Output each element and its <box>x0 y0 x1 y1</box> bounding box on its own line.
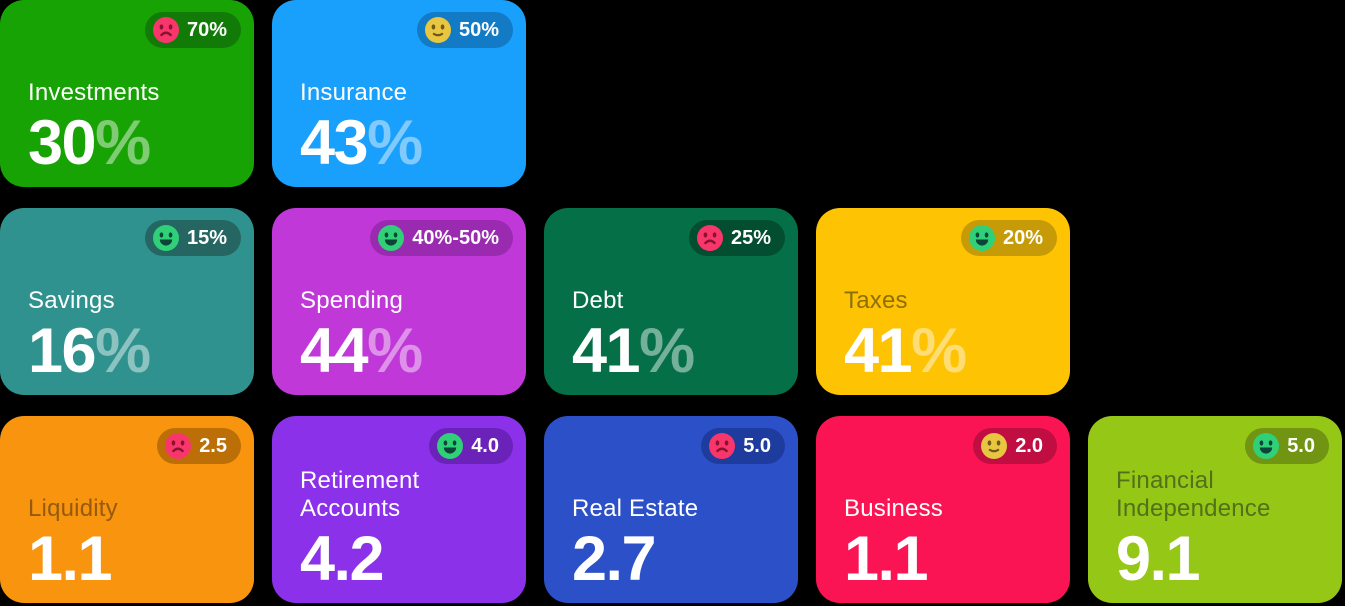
score-value: 41% <box>572 319 774 382</box>
score-value: 9.1 <box>1116 527 1318 590</box>
category-card-liquidity[interactable]: 2.5 Liquidity 1.1 <box>0 416 254 603</box>
benchmark-value: 2.0 <box>1015 435 1043 457</box>
benchmark-value: 15% <box>186 227 227 249</box>
score-percent-suffix: % <box>367 107 423 178</box>
benchmark-badge: 4.0 <box>429 428 513 464</box>
sad-face-icon <box>709 433 736 459</box>
category-label: Debt <box>572 287 624 315</box>
score-number: 30 <box>28 107 97 178</box>
category-label: Financial Independence <box>1116 467 1271 523</box>
score-number: 2.7 <box>572 523 657 594</box>
category-label: Real Estate <box>572 495 699 523</box>
category-card-investments[interactable]: 70% Investments 30% <box>0 0 254 187</box>
score-percent-suffix: % <box>367 315 423 386</box>
score-percent-suffix: % <box>95 315 151 386</box>
score-value: 44% <box>300 319 502 382</box>
benchmark-badge: 25% <box>688 220 785 256</box>
score-number: 41 <box>572 315 641 386</box>
category-card-taxes[interactable]: 20% Taxes 41% <box>816 208 1070 395</box>
benchmark-badge: 20% <box>960 220 1057 256</box>
score-value: 30% <box>28 111 230 174</box>
benchmark-badge: 2.0 <box>973 428 1057 464</box>
category-card-business[interactable]: 2.0 Business 1.1 <box>816 416 1070 603</box>
score-number: 4.2 <box>300 523 385 594</box>
benchmark-value: 2.5 <box>199 435 227 457</box>
benchmark-value: 20% <box>1002 227 1043 249</box>
benchmark-badge: 70% <box>144 12 241 48</box>
sad-face-icon <box>696 225 723 251</box>
category-label: Investments <box>28 79 160 107</box>
card-row-1: 70% Investments 30% 50% Insurance 43% <box>0 0 1345 187</box>
score-value: 4.2 <box>300 527 502 590</box>
card-row-2: 15% Savings 16% 40%-50% Spending 44% 25%… <box>0 208 1345 395</box>
score-number: 1.1 <box>28 523 113 594</box>
benchmark-badge: 5.0 <box>701 428 785 464</box>
benchmark-value: 40%-50% <box>412 227 499 249</box>
score-percent-suffix: % <box>639 315 695 386</box>
sad-face-icon <box>165 433 192 459</box>
neutral-face-icon <box>424 17 451 43</box>
benchmark-value: 5.0 <box>743 435 771 457</box>
score-value: 43% <box>300 111 502 174</box>
happy-face-icon <box>1253 433 1280 459</box>
score-number: 16 <box>28 315 97 386</box>
score-number: 9.1 <box>1116 523 1201 594</box>
score-value: 41% <box>844 319 1046 382</box>
score-number: 44 <box>300 315 369 386</box>
score-number: 41 <box>844 315 913 386</box>
happy-face-icon <box>152 225 179 251</box>
category-label: Savings <box>28 287 115 315</box>
benchmark-badge: 2.5 <box>157 428 241 464</box>
happy-face-icon <box>437 433 464 459</box>
score-value: 1.1 <box>844 527 1046 590</box>
category-card-savings[interactable]: 15% Savings 16% <box>0 208 254 395</box>
score-number: 43 <box>300 107 369 178</box>
score-percent-suffix: % <box>911 315 967 386</box>
card-row-3: 2.5 Liquidity 1.1 4.0 Retirement Account… <box>0 416 1345 603</box>
sad-face-icon <box>152 17 179 43</box>
category-card-retirement-accounts[interactable]: 4.0 Retirement Accounts 4.2 <box>272 416 526 603</box>
category-label: Retirement Accounts <box>300 467 420 523</box>
happy-face-icon <box>378 225 405 251</box>
category-label: Insurance <box>300 79 408 107</box>
category-card-insurance[interactable]: 50% Insurance 43% <box>272 0 526 187</box>
benchmark-badge: 15% <box>144 220 241 256</box>
score-value: 16% <box>28 319 230 382</box>
score-number: 1.1 <box>844 523 929 594</box>
benchmark-value: 50% <box>458 19 499 41</box>
neutral-face-icon <box>981 433 1008 459</box>
happy-face-icon <box>968 225 995 251</box>
benchmark-value: 25% <box>730 227 771 249</box>
score-value: 1.1 <box>28 527 230 590</box>
category-card-debt[interactable]: 25% Debt 41% <box>544 208 798 395</box>
benchmark-value: 5.0 <box>1287 435 1315 457</box>
benchmark-value: 4.0 <box>471 435 499 457</box>
score-value: 2.7 <box>572 527 774 590</box>
benchmark-badge: 40%-50% <box>370 220 513 256</box>
category-label: Taxes <box>844 287 908 315</box>
benchmark-value: 70% <box>186 19 227 41</box>
benchmark-badge: 5.0 <box>1245 428 1329 464</box>
category-card-financial-independence[interactable]: 5.0 Financial Independence 9.1 <box>1088 416 1342 603</box>
category-card-real-estate[interactable]: 5.0 Real Estate 2.7 <box>544 416 798 603</box>
category-label: Business <box>844 495 943 523</box>
benchmark-badge: 50% <box>416 12 513 48</box>
category-label: Liquidity <box>28 495 118 523</box>
category-card-spending[interactable]: 40%-50% Spending 44% <box>272 208 526 395</box>
category-label: Spending <box>300 287 404 315</box>
score-percent-suffix: % <box>95 107 151 178</box>
